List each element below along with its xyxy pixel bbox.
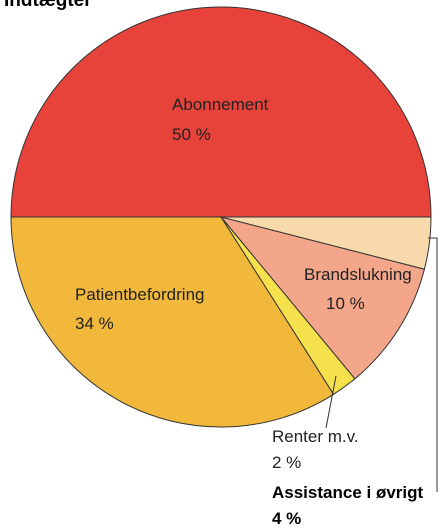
value-label: 4 % [272,509,301,528]
pie-slice [219,216,426,380]
chart-title: Indtægter [4,0,92,11]
pie-slice [10,216,335,428]
slice-label: Renter m.v. [272,427,359,446]
slice-label: Brandslukning [304,265,412,284]
slice-label: Abonnement [172,95,269,114]
value-label: 34 % [75,314,114,333]
slice-label: Patientbefordring [75,285,204,304]
pie [10,6,432,428]
value-label: 2 % [272,453,301,472]
slice-label: Assistance i øvrigt [272,483,424,502]
leader-line [325,375,337,429]
value-label: 50 % [172,125,211,144]
value-label: 10 % [326,294,365,313]
leader-line [428,237,438,492]
pie-slice [10,6,432,218]
